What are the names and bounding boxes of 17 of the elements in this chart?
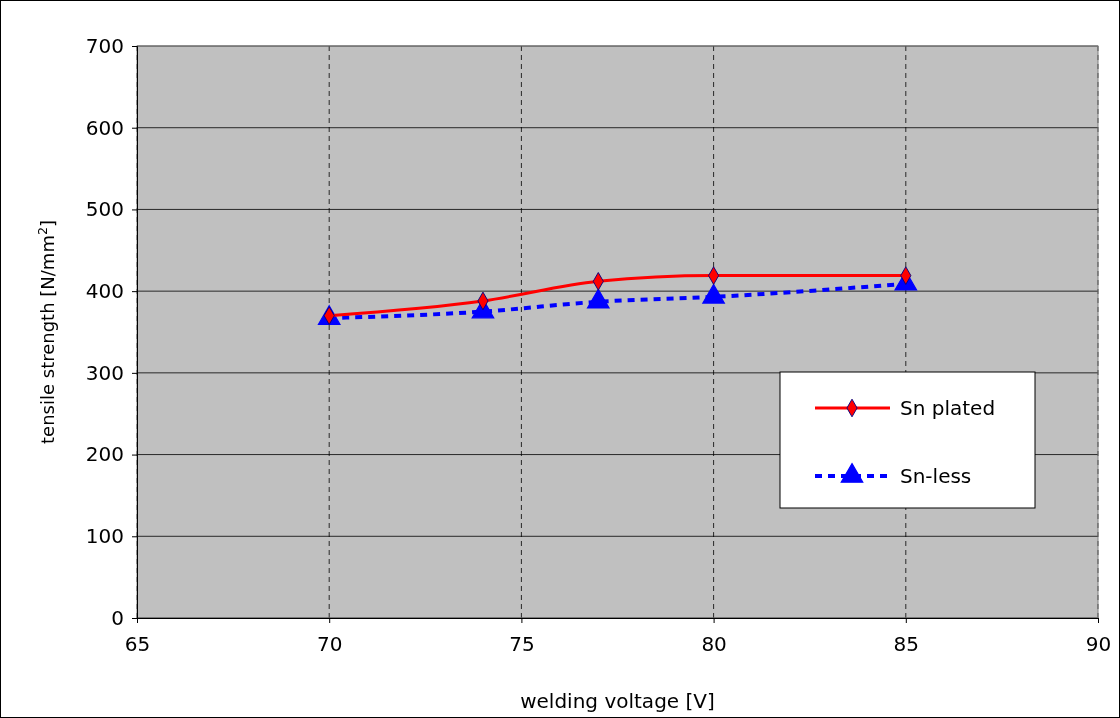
x-tick-label: 75 <box>509 632 535 657</box>
y-tick-label: 500 <box>85 197 124 222</box>
y-tick-label: 400 <box>85 279 124 304</box>
x-tick-label: 70 <box>316 632 343 657</box>
y-tick-label: 200 <box>85 442 124 467</box>
x-tick-label: 65 <box>124 632 151 657</box>
y-tick-label: 300 <box>85 360 124 385</box>
x-tick-label: 85 <box>893 632 920 657</box>
x-tick-label: 90 <box>1085 632 1112 657</box>
y-tick-label: 100 <box>85 524 124 549</box>
legend-label: Sn plated <box>900 396 996 420</box>
legend-label: Sn-less <box>900 464 972 488</box>
y-tick-label: 700 <box>85 33 124 58</box>
y-tick-label: 600 <box>85 115 124 140</box>
x-tick-label: 80 <box>701 632 727 657</box>
x-axis-title: welding voltage [V] <box>520 689 715 713</box>
y-tick-label: 0 <box>111 605 124 630</box>
